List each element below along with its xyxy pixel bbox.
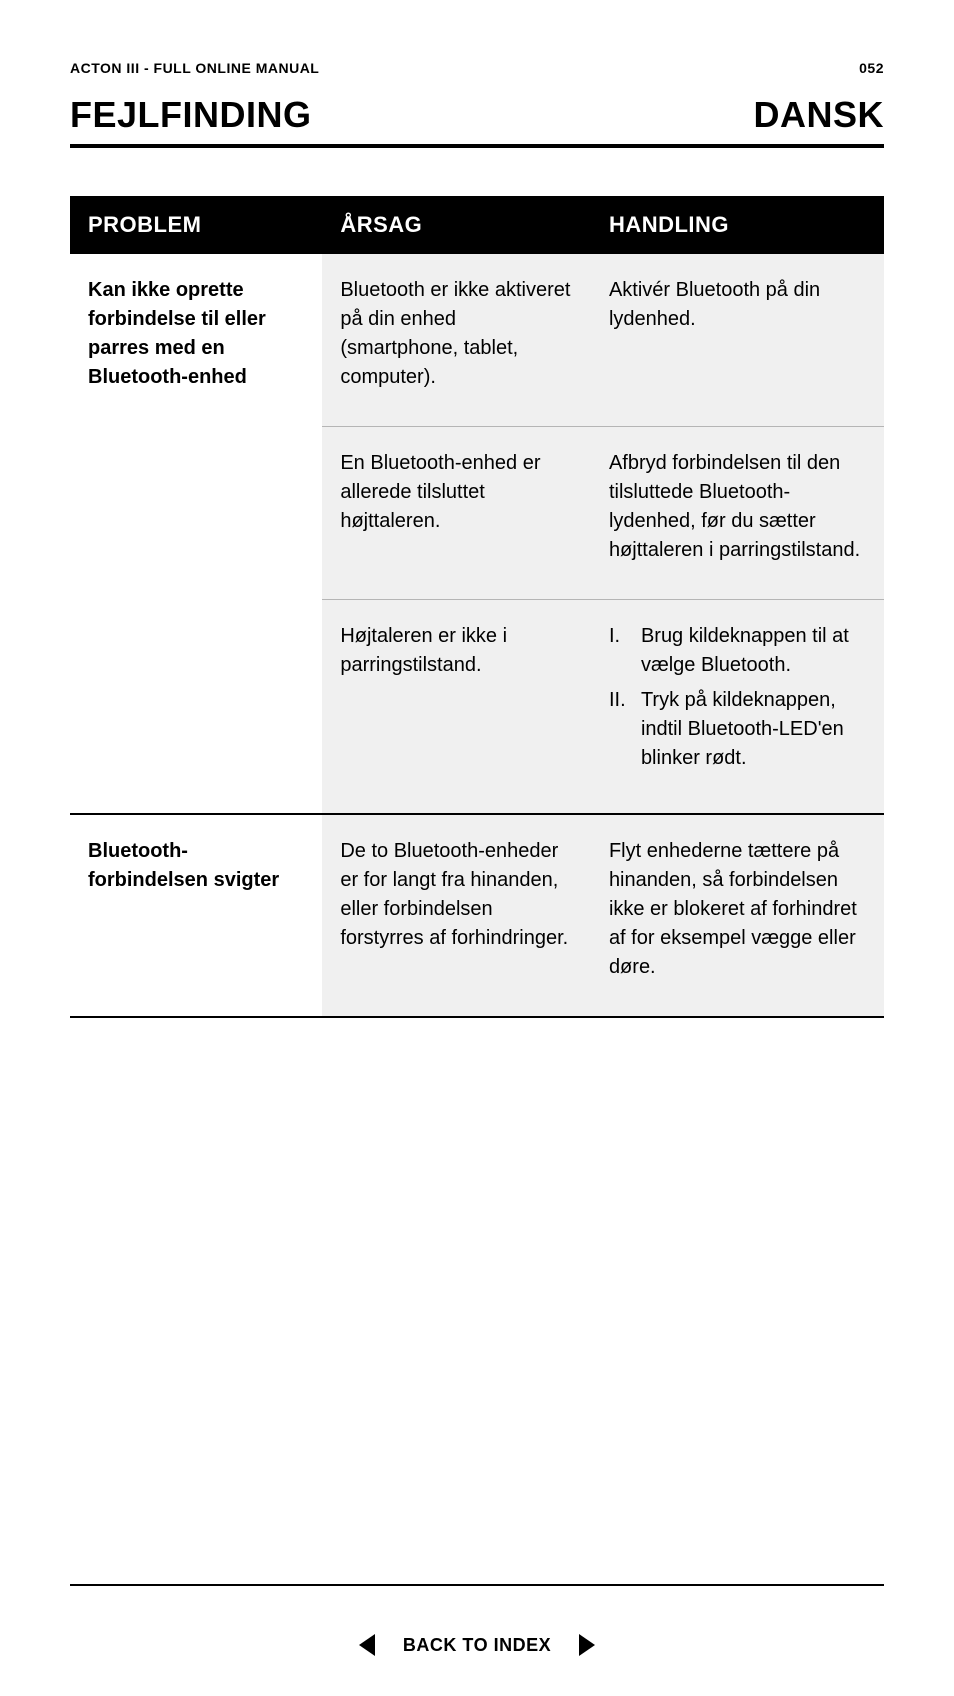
page-title: FEJLFINDING [70, 94, 312, 136]
action-step: Brug kildeknappen til at vælge Bluetooth… [609, 622, 866, 680]
cause-cell: En Bluetooth-enhed er allerede tilslutte… [322, 427, 591, 600]
col-cause: ÅRSAG [322, 196, 591, 254]
product-name: ACTON III - FULL ONLINE MANUAL [70, 60, 319, 76]
language-label: DANSK [753, 94, 884, 136]
prev-page-icon[interactable] [359, 1634, 375, 1656]
action-steps: Brug kildeknappen til at vælge Bluetooth… [609, 622, 866, 773]
cause-cell: Bluetooth er ikke aktiveret på din enhed… [322, 254, 591, 427]
action-step: Tryk på kildeknappen, indtil Bluetooth-L… [609, 686, 866, 773]
title-row: FEJLFINDING DANSK [70, 94, 884, 148]
document-header: ACTON III - FULL ONLINE MANUAL 052 [70, 60, 884, 76]
action-cell: Aktivér Bluetooth på din lydenhed. [591, 254, 884, 427]
page-number: 052 [859, 60, 884, 76]
problem-cell: Bluetooth-forbindelsen svigter [70, 814, 322, 1017]
cause-cell: De to Bluetooth-enheder er for langt fra… [322, 814, 591, 1017]
col-problem: PROBLEM [70, 196, 322, 254]
troubleshooting-table: PROBLEM ÅRSAG HANDLING Kan ikke oprette … [70, 196, 884, 1018]
problem-cell: Kan ikke oprette forbindelse til eller p… [70, 254, 322, 814]
col-action: HANDLING [591, 196, 884, 254]
cause-cell: Højtaleren er ikke i parringstilstand. [322, 600, 591, 815]
footer-divider [70, 1584, 884, 1586]
footer-nav: BACK TO INDEX [70, 1634, 884, 1656]
next-page-icon[interactable] [579, 1634, 595, 1656]
action-cell: Afbryd forbindelsen til den tilsluttede … [591, 427, 884, 600]
back-to-index-link[interactable]: BACK TO INDEX [403, 1635, 551, 1656]
action-cell: Flyt enhederne tættere på hinanden, så f… [591, 814, 884, 1017]
action-cell: Brug kildeknappen til at vælge Bluetooth… [591, 600, 884, 815]
